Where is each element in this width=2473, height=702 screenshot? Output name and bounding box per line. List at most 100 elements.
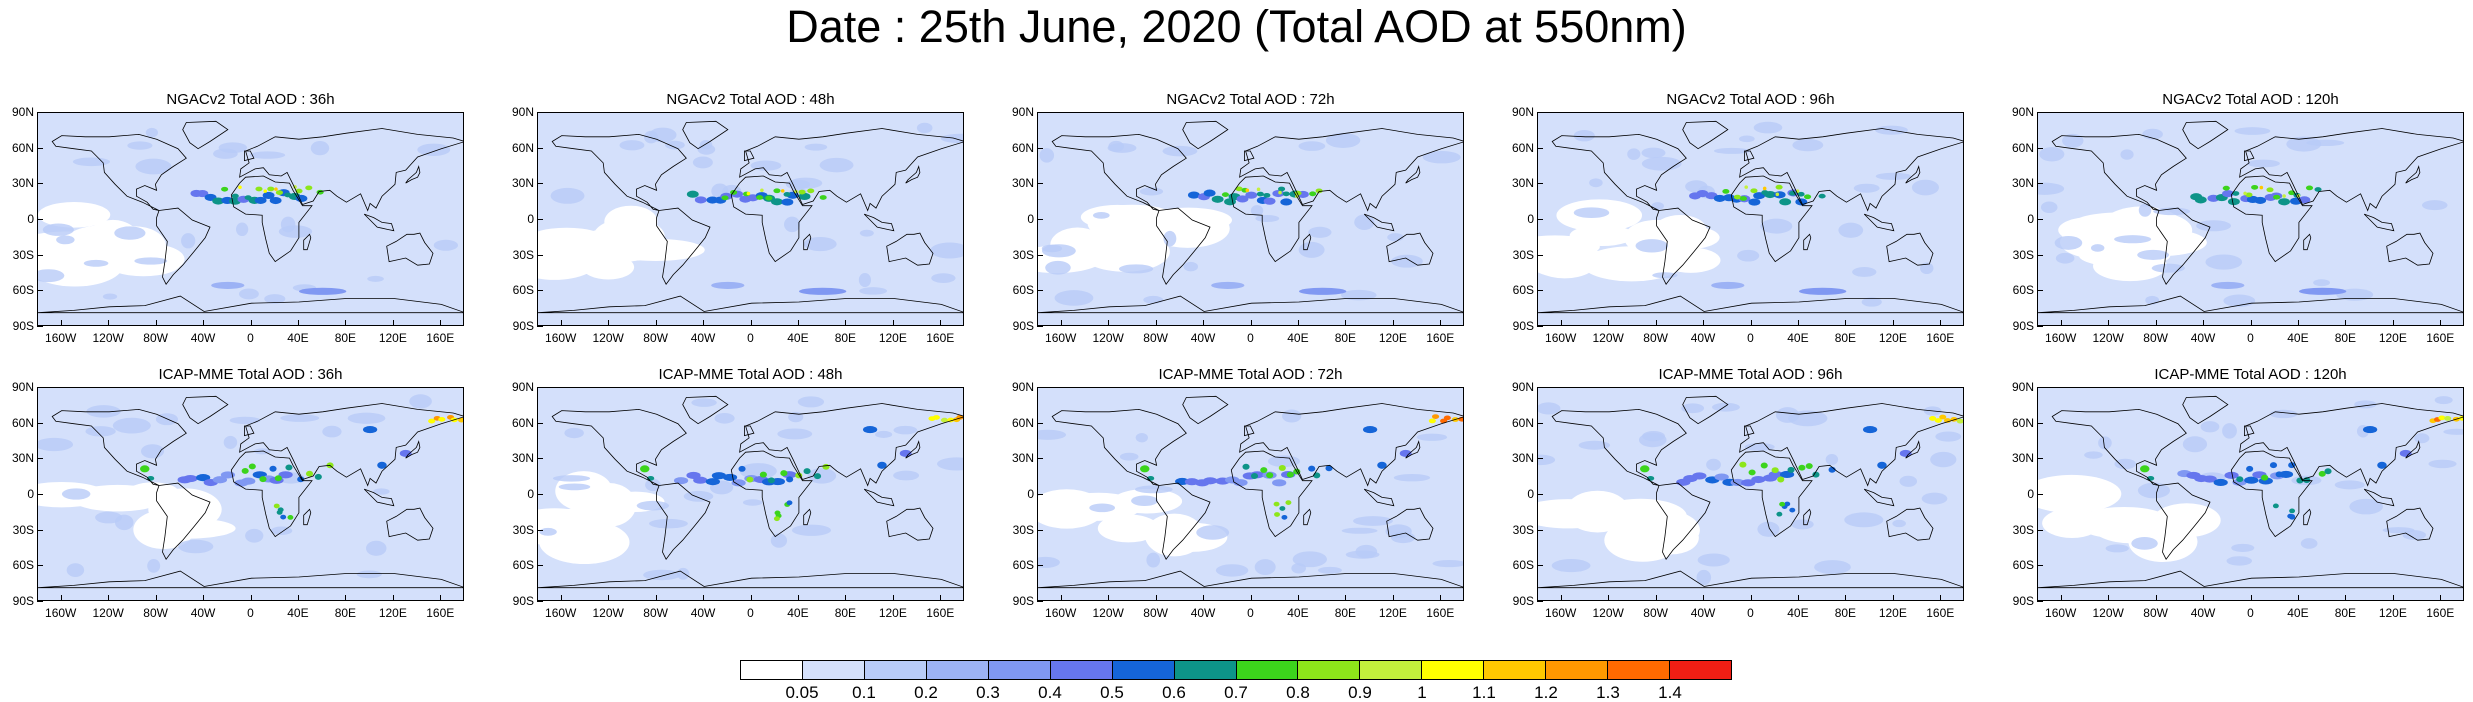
- aod-plume: [1640, 465, 1650, 473]
- coastline-north-america: [1551, 133, 1687, 211]
- coastline-greenland: [2182, 120, 2229, 150]
- lon-tick-mark: [1608, 595, 1610, 601]
- lon-tick-mark: [155, 595, 157, 601]
- aod-map: [1538, 388, 1963, 600]
- lon-tick-mark: [1060, 595, 1062, 601]
- aod-plume: [295, 188, 303, 194]
- aod-plume: [760, 188, 764, 193]
- lon-tick-mark: [60, 320, 62, 326]
- aod-patch: [1920, 262, 1934, 275]
- colorbar-swatch: [1546, 661, 1609, 679]
- aod-plume: [2222, 185, 2230, 191]
- aod-plume: [1245, 188, 1250, 193]
- coastline-antarctica: [38, 570, 463, 589]
- coastline-uk: [743, 150, 755, 162]
- aod-plume: [1762, 186, 1767, 191]
- aod-patch: [791, 524, 832, 536]
- aod-map: [38, 388, 463, 600]
- coastline-north-america: [51, 133, 187, 211]
- lon-tick-mark: [750, 320, 752, 326]
- lon-tick-label: 40E: [287, 606, 309, 620]
- lat-tick-label: 60N: [511, 140, 534, 155]
- aod-patch: [356, 570, 382, 579]
- lat-tick-label: 30N: [1511, 176, 1534, 191]
- lon-tick-label: 160W: [2045, 331, 2077, 345]
- lat-tick-label: 60N: [11, 140, 34, 155]
- aod-patch: [804, 143, 828, 151]
- lon-tick-mark: [1250, 595, 1252, 601]
- lon-tick-mark: [1845, 320, 1847, 326]
- aod-patch: [2114, 458, 2137, 470]
- aod-plume: [298, 287, 347, 295]
- aod-patch: [692, 156, 713, 169]
- aod-patch: [1146, 552, 1161, 568]
- panel-title: ICAP-MME Total AOD : 72h: [1158, 366, 1343, 383]
- aod-patch: [66, 563, 85, 577]
- aod-plume: [773, 516, 780, 522]
- aod-plume: [1939, 414, 1947, 420]
- aod-patch: [1861, 297, 1882, 307]
- aod-patch: [249, 151, 286, 159]
- coastline-north-america: [2051, 408, 2187, 486]
- aod-plume: [2259, 185, 2264, 190]
- coastline-greenland: [1182, 120, 1229, 150]
- lon-tick-mark: [892, 320, 894, 326]
- lon-tick-mark: [608, 320, 610, 326]
- aod-plume: [1798, 464, 1806, 471]
- lat-tick-mark: [37, 326, 43, 327]
- aod-patch: [245, 528, 264, 543]
- lat-tick-mark: [37, 290, 43, 292]
- lon-tick-mark: [655, 595, 657, 601]
- coastline-madagascar: [1303, 233, 1312, 251]
- aod-patch: [1744, 442, 1775, 451]
- coastline-eurasia: [239, 128, 463, 212]
- aod-plume: [2244, 476, 2259, 484]
- aod-patch: [239, 288, 259, 300]
- coastline-japan: [1405, 165, 1421, 184]
- aod-plume: [1798, 287, 1847, 295]
- aod-plume: [2232, 478, 2247, 486]
- coastline-eurasia: [739, 403, 963, 487]
- lat-tick-label: 30S: [1512, 522, 1534, 537]
- aod-plume: [284, 192, 292, 198]
- lat-tick-mark: [2037, 112, 2043, 113]
- aod-patch: [72, 157, 110, 167]
- lat-tick-mark: [1037, 219, 1043, 220]
- lon-tick-label: 120E: [378, 331, 407, 345]
- aod-plume: [756, 195, 764, 200]
- aod-patch: [1039, 148, 1055, 163]
- lat-tick-label: 30N: [2011, 451, 2034, 466]
- aod-plume: [1250, 473, 1259, 479]
- aod-plume: [2362, 426, 2378, 434]
- aod-patch: [683, 490, 714, 502]
- lon-tick-mark: [2297, 595, 2299, 601]
- lon-tick-label: 160W: [2045, 606, 2077, 620]
- lon-tick-mark: [1608, 320, 1610, 326]
- aod-patch: [1551, 559, 1591, 573]
- coastline-australia: [1886, 507, 1934, 541]
- lat-tick-label: 60S: [2012, 283, 2034, 298]
- aod-patch: [86, 405, 121, 418]
- aod-plume: [1748, 469, 1756, 476]
- aod-plume: [1733, 194, 1741, 200]
- lat-tick-label: 90N: [1011, 105, 1034, 119]
- aod-plume: [241, 477, 256, 485]
- aod-plume: [2227, 198, 2240, 206]
- lon-tick-label: 40E: [1287, 606, 1309, 620]
- lat-tick-label: 0: [2027, 212, 2034, 226]
- aod-plume: [277, 507, 284, 513]
- aod-patch: [2055, 252, 2075, 264]
- aod-patch: [714, 413, 735, 424]
- aod-plume: [1428, 418, 1436, 424]
- lon-tick-label: 120E: [1878, 606, 1907, 620]
- aod-patch: [803, 236, 837, 252]
- coastline-greenland: [682, 395, 729, 425]
- aod-plume: [2236, 476, 2244, 483]
- map-panel: ICAP-MME Total AOD : 96h 90N 60N 30N 0 30S 60S…: [1500, 367, 1964, 619]
- lat-tick-mark: [1537, 601, 1543, 602]
- aod-patch: [2222, 423, 2237, 439]
- panel-title: NGACv2 Total AOD : 48h: [666, 91, 835, 108]
- lat-tick-label: 0: [1027, 212, 1034, 226]
- lat-tick-mark: [1037, 112, 1043, 113]
- aod-patch: [643, 569, 681, 581]
